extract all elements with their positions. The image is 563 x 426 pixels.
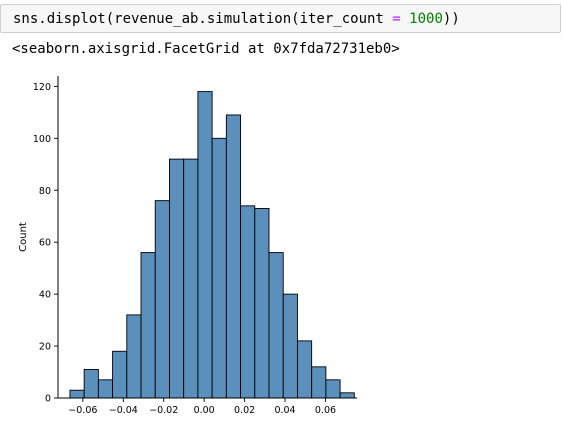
histogram-bar <box>197 91 213 399</box>
histogram-bar <box>169 158 185 399</box>
x-tick-label: −0.02 <box>149 405 178 416</box>
code-operator: = <box>392 11 401 27</box>
y-tick-label: 60 <box>39 238 51 249</box>
histogram-bar <box>97 379 114 399</box>
histogram-bar <box>240 205 256 399</box>
x-tick-label: 0.02 <box>234 405 255 416</box>
histogram-bar <box>268 252 284 399</box>
y-tick-label: 100 <box>33 134 51 145</box>
code-prefix: sns.displot(revenue_ab.simulation(iter_c… <box>13 11 393 27</box>
y-tick-label: 20 <box>39 342 51 353</box>
y-axis-label: Count <box>18 222 29 252</box>
x-tick-label: −0.04 <box>109 405 138 416</box>
y-tick-label: 0 <box>45 394 51 405</box>
x-tick-label: −0.06 <box>68 405 97 416</box>
histogram-bar <box>154 200 170 399</box>
code-input-cell[interactable]: sns.displot(revenue_ab.simulation(iter_c… <box>0 4 561 33</box>
code-line: sns.displot(revenue_ab.simulation(iter_c… <box>13 11 460 28</box>
histogram-bar <box>225 114 242 399</box>
x-tick-label: 0.00 <box>194 405 215 416</box>
histogram-bar <box>69 389 85 399</box>
histogram-bar <box>126 314 142 399</box>
code-suffix: )) <box>442 11 460 27</box>
histogram-bar <box>296 340 313 399</box>
x-tick-label: 0.06 <box>315 405 336 416</box>
histogram-bar <box>254 207 270 399</box>
histogram-bar <box>112 350 128 399</box>
histogram-bar <box>325 379 341 399</box>
y-tick-label: 40 <box>39 290 51 301</box>
x-tick-label: 0.04 <box>274 405 295 416</box>
code-number: 1000 <box>409 11 443 27</box>
histogram-bar <box>282 293 298 399</box>
output-text: <seaborn.axisgrid.FacetGrid at 0x7fda727… <box>12 41 400 57</box>
histogram-bar <box>339 392 355 399</box>
histogram-bar <box>140 252 156 399</box>
y-tick-label: 80 <box>39 186 51 197</box>
y-tick-label: 120 <box>33 82 51 93</box>
histogram-bar <box>183 158 199 399</box>
histogram-bar <box>311 366 327 399</box>
histogram-bar <box>83 368 99 399</box>
histogram-bar <box>211 137 227 399</box>
